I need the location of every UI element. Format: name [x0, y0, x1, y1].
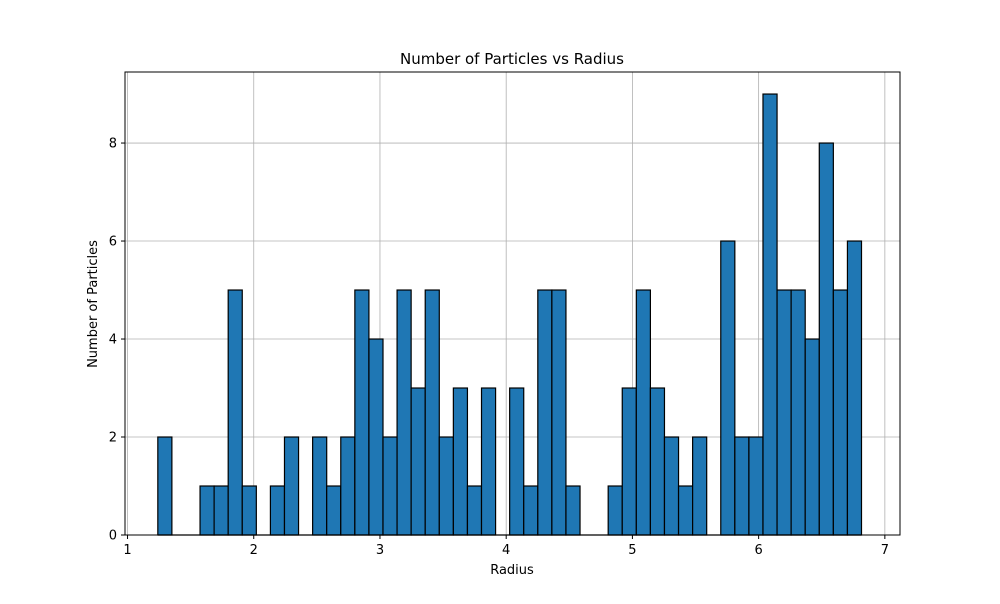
histogram-bar: [677, 485, 694, 536]
histogram-bar: [635, 289, 651, 536]
histogram-bar: [354, 289, 370, 536]
x-tick-label: 5: [628, 543, 636, 558]
x-tick-label: 4: [502, 543, 510, 558]
histogram-bar: [551, 289, 567, 536]
histogram-bar: [762, 93, 778, 536]
x-tick-label: 3: [376, 543, 384, 558]
x-tick-label: 2: [250, 543, 258, 558]
plot-frame: [124, 71, 901, 536]
histogram-bar: [480, 387, 497, 536]
histogram-bar: [312, 436, 328, 536]
histogram-bar: [283, 436, 300, 536]
x-tick-label: 6: [754, 543, 762, 558]
histogram-bar: [368, 338, 384, 536]
histogram-bar: [227, 289, 243, 536]
histogram-bar: [649, 387, 666, 536]
y-tick-label: 0: [109, 529, 117, 544]
histogram-bar: [804, 338, 820, 536]
histogram-bar: [818, 142, 834, 536]
histogram-bar: [523, 485, 539, 536]
histogram-bar: [663, 436, 680, 536]
histogram-bar: [607, 485, 623, 536]
histogram-bar: [396, 289, 412, 536]
histogram-bar: [326, 485, 342, 536]
histogram-bar: [340, 436, 356, 536]
y-tick-label: 6: [109, 235, 117, 250]
histogram-bar: [832, 289, 849, 536]
histogram-bar: [424, 289, 440, 536]
y-axis-label: Number of Particles: [86, 240, 101, 368]
x-tick-label: 1: [123, 543, 131, 558]
histogram-bar: [720, 240, 736, 536]
histogram-bar: [199, 485, 215, 536]
histogram-bar: [621, 387, 637, 536]
histogram-bar: [466, 485, 483, 536]
histogram-bar: [452, 387, 469, 536]
chart-title: Number of Particles vs Radius: [400, 50, 624, 68]
histogram-bar: [438, 436, 454, 536]
y-tick-label: 4: [109, 333, 117, 348]
histogram-bar: [846, 240, 863, 536]
histogram-bar: [748, 436, 764, 536]
histogram-bar: [734, 436, 750, 536]
x-axis-label: Radius: [490, 563, 534, 578]
histogram-bar: [157, 436, 173, 536]
histogram-bar: [692, 436, 708, 536]
tick-layer: 1 2 3 4 5 6 7 0 2 4 6 8: [109, 137, 889, 558]
histogram-bar: [269, 485, 286, 536]
histogram-bar: [382, 436, 398, 536]
histogram-bar: [776, 289, 792, 536]
histogram-bar: [565, 485, 581, 536]
y-tick-label: 2: [109, 431, 117, 446]
histogram-bar: [410, 387, 426, 536]
histogram-bar: [213, 485, 229, 536]
histogram-bar: [241, 485, 257, 536]
histogram-bar: [537, 289, 553, 536]
y-tick-label: 8: [109, 137, 117, 152]
histogram-bar: [790, 289, 806, 536]
histogram-bar: [509, 387, 525, 536]
x-tick-label: 7: [881, 543, 889, 558]
